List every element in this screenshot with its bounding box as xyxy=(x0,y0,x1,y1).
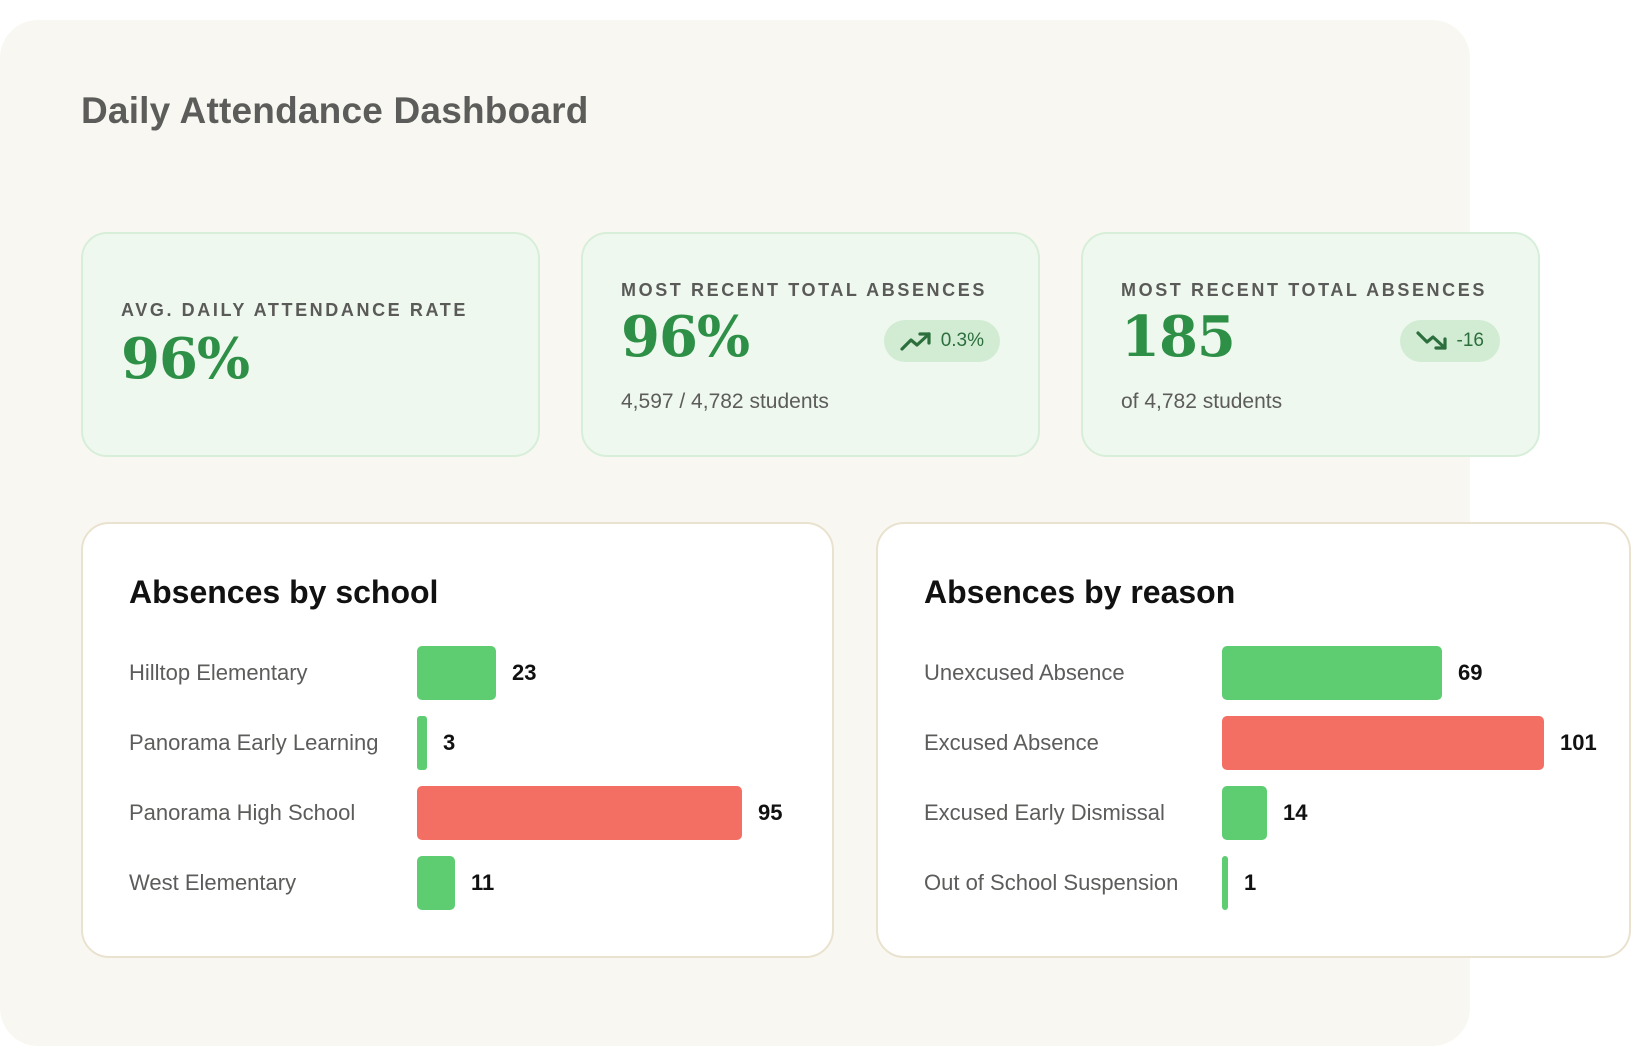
bar-value: 95 xyxy=(758,800,783,825)
trend-value: -16 xyxy=(1456,330,1484,351)
trend-value: 0.3% xyxy=(940,330,984,351)
trend-badge-up: 0.3% xyxy=(883,320,1000,362)
trend-down-icon xyxy=(1415,330,1448,352)
bar-row: Unexcused Absence 69 xyxy=(878,646,1629,700)
bar xyxy=(1222,646,1442,700)
stat-subtext: 4,597 / 4,782 students xyxy=(621,390,829,413)
stat-label: MOST RECENT TOTAL ABSENCES xyxy=(621,280,987,300)
bar-value: 11 xyxy=(471,870,495,895)
bar-label: West Elementary xyxy=(129,870,297,895)
stat-label: AVG. DAILY ATTENDANCE RATE xyxy=(121,300,468,320)
page-title: Daily Attendance Dashboard xyxy=(81,90,589,131)
stat-value: 185 xyxy=(1121,304,1236,370)
bar-row: Excused Early Dismissal 14 xyxy=(878,786,1629,840)
bar-value: 23 xyxy=(512,660,537,685)
bar xyxy=(1222,716,1544,770)
bar-label: Unexcused Absence xyxy=(924,660,1125,685)
chart-card-absences-by-school: Absences by school Hilltop Elementary 23 P… xyxy=(81,522,834,958)
bar xyxy=(1222,786,1267,840)
bar-row: Hilltop Elementary 23 xyxy=(83,646,832,700)
stat-value: 96% xyxy=(121,326,250,392)
stat-card-total-absences-rate: MOST RECENT TOTAL ABSENCES 96% 0.3% 4,59… xyxy=(581,232,1040,457)
bar xyxy=(417,646,496,700)
stat-label: MOST RECENT TOTAL ABSENCES xyxy=(1121,280,1487,300)
bar-label: Out of School Suspension xyxy=(924,870,1179,895)
bar-row: Panorama Early Learning 3 xyxy=(83,716,832,770)
bar xyxy=(417,716,427,770)
bar-label: Panorama High School xyxy=(129,800,356,825)
bar-value: 101 xyxy=(1560,730,1597,755)
stat-subtext: of 4,782 students xyxy=(1121,390,1283,413)
bar-value: 69 xyxy=(1458,660,1483,685)
bar xyxy=(417,786,742,840)
chart-title: Absences by reason xyxy=(924,574,1236,610)
bar-value: 3 xyxy=(443,730,456,755)
stat-value: 96% xyxy=(621,304,750,370)
stat-card-total-absences-count: MOST RECENT TOTAL ABSENCES 185 -16 of 4,… xyxy=(1081,232,1540,457)
bar-label: Excused Early Dismissal xyxy=(924,800,1165,825)
bar-row: Panorama High School 95 xyxy=(83,786,832,840)
chart-card-absences-by-reason: Absences by reason Unexcused Absence 69 Ex… xyxy=(876,522,1631,958)
bar-value: 14 xyxy=(1283,800,1308,825)
bar-row: West Elementary 11 xyxy=(83,856,832,910)
trend-badge-down: -16 xyxy=(1399,320,1500,362)
bar-label: Panorama Early Learning xyxy=(129,730,379,755)
bar-label: Excused Absence xyxy=(924,730,1099,755)
bar xyxy=(1222,856,1228,910)
chart-title: Absences by school xyxy=(129,574,439,610)
bar-value: 1 xyxy=(1244,870,1257,895)
bar-label: Hilltop Elementary xyxy=(129,660,308,685)
bar-row: Excused Absence 101 xyxy=(878,716,1629,770)
stat-card-avg-attendance: AVG. DAILY ATTENDANCE RATE 96% xyxy=(81,232,540,457)
bar xyxy=(417,856,455,910)
bar-row: Out of School Suspension 1 xyxy=(878,856,1629,910)
trend-up-icon xyxy=(900,330,932,352)
